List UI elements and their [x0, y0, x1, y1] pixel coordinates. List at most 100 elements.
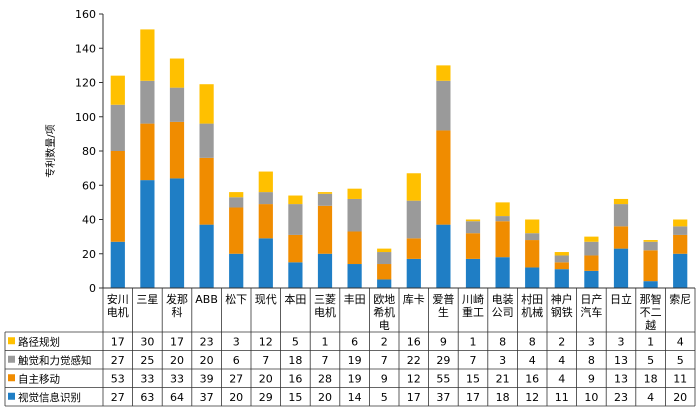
x-tick-label: 那智不二越 — [640, 292, 662, 332]
table-cell-value: 20 — [259, 372, 273, 385]
bar-segment — [229, 253, 244, 288]
table-cell-value: 2 — [558, 335, 565, 348]
bar-segment — [199, 84, 214, 124]
table-cell-value: 33 — [170, 372, 184, 385]
bar-segment — [465, 258, 481, 288]
legend-label: 触觉和力觉感知 — [18, 354, 92, 367]
bar-segment — [584, 270, 599, 288]
bar-segment — [288, 234, 303, 263]
table-cell-value: 37 — [436, 391, 450, 404]
y-axis: 0 20 40 60 80 100 120 140 160 — [75, 8, 104, 295]
bar-segment — [673, 226, 688, 235]
bar-segment — [258, 192, 273, 205]
table-cell-value: 7 — [262, 354, 269, 367]
bar-segment — [613, 226, 629, 249]
table-cell-value: 27 — [111, 391, 125, 404]
table-cell-value: 10 — [584, 391, 598, 404]
table-cell-value: 12 — [259, 335, 273, 348]
bar-segment — [169, 178, 185, 288]
bar-segment — [110, 151, 125, 242]
x-tick-label: 三星 — [136, 293, 158, 306]
table-cell-value: 30 — [140, 335, 154, 348]
table-cell-value: 4 — [558, 354, 565, 367]
table-cell-value: 21 — [496, 372, 510, 385]
table-cell-value: 64 — [170, 391, 184, 404]
legend-swatch — [8, 337, 15, 345]
bar-segment — [199, 224, 214, 288]
bar-segment — [643, 281, 658, 288]
bar-segment — [554, 262, 569, 270]
table-cell-value: 5 — [292, 335, 299, 348]
bar-segment — [495, 221, 510, 258]
x-tick-label: 安川电机 — [107, 292, 129, 319]
x-tick-label: 索尼 — [669, 292, 691, 306]
table-cell-value: 17 — [466, 391, 480, 404]
bar-segment — [584, 241, 599, 256]
bar-segment — [347, 198, 362, 232]
bar-segment — [258, 171, 273, 193]
legend-swatch — [8, 355, 15, 363]
table-cell-value: 9 — [588, 372, 595, 385]
table-cell-value: 13 — [614, 354, 628, 367]
bar-segment — [673, 253, 688, 288]
bar-segment — [643, 240, 658, 242]
x-tick-label: ABB — [195, 293, 218, 306]
bar-segment — [406, 173, 421, 201]
table-cell-value: 63 — [140, 391, 154, 404]
bar-segment — [584, 236, 599, 242]
table-cell-value: 9 — [440, 335, 447, 348]
table-cell-value: 4 — [647, 391, 654, 404]
bar-segment — [347, 264, 362, 288]
bar-segment — [140, 29, 155, 81]
bar-segment — [643, 250, 658, 282]
bar-segment — [169, 121, 185, 179]
bar-segment — [436, 130, 451, 225]
table-cell-value: 8 — [588, 354, 595, 367]
table-cell-value: 17 — [170, 335, 184, 348]
table-cell-value: 1 — [647, 335, 654, 348]
bar-segment — [288, 195, 303, 205]
bar-segment — [258, 238, 273, 288]
bar-segment — [465, 219, 481, 222]
table-cell-value: 3 — [618, 335, 625, 348]
table-cell-value: 20 — [673, 391, 687, 404]
x-tick-label: 日产汽车 — [580, 292, 602, 319]
bar-segment — [406, 200, 421, 239]
table-cell-value: 20 — [229, 391, 243, 404]
bar-segment — [495, 257, 510, 288]
bar-segment — [613, 198, 629, 205]
table-cell-value: 23 — [200, 335, 214, 348]
table-cell-value: 5 — [381, 391, 388, 404]
table-cell-value: 14 — [348, 391, 362, 404]
table-cell-value: 16 — [288, 372, 302, 385]
bar-segment — [436, 65, 451, 81]
bar-segment — [288, 204, 303, 235]
x-tick-label: 日立 — [610, 292, 632, 306]
bar-segment — [110, 75, 125, 105]
bar-segment — [317, 193, 333, 206]
table-cell-value: 53 — [111, 372, 125, 385]
bar-segment — [377, 252, 392, 265]
bar-segment — [140, 180, 155, 288]
bars — [110, 29, 688, 288]
y-tick-label: 80 — [82, 145, 96, 158]
table-cell-value: 16 — [525, 372, 539, 385]
x-tick-label: 本田 — [284, 292, 306, 306]
bar-segment — [110, 104, 125, 151]
table-cell-value: 9 — [381, 372, 388, 385]
bar-segment — [525, 240, 540, 268]
table-cell-value: 25 — [140, 354, 154, 367]
table-cell-value: 1 — [322, 335, 329, 348]
table-cell-value: 5 — [677, 354, 684, 367]
x-tick-label: 村田机械 — [521, 292, 543, 319]
bar-segment — [140, 80, 155, 124]
table-cell-value: 18 — [644, 372, 658, 385]
bar-segment — [584, 255, 599, 271]
table-cell-value: 18 — [496, 391, 510, 404]
bar-segment — [110, 241, 125, 288]
x-tick-label: 神户钢铁 — [551, 292, 573, 319]
table-cell-value: 4 — [529, 354, 536, 367]
bar-segment — [377, 279, 392, 288]
table-cell-value: 2 — [381, 335, 388, 348]
table-cell-value: 20 — [200, 354, 214, 367]
